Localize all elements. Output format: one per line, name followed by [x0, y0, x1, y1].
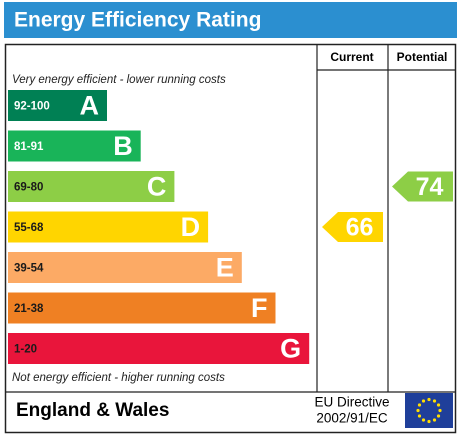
band-letter: B: [113, 131, 133, 161]
rating-arrow: [322, 212, 383, 242]
directive: EU Directive: [314, 395, 389, 410]
column-header: Current: [330, 50, 373, 64]
column-header: Potential: [397, 50, 448, 64]
band: [8, 211, 209, 243]
band-range: 1-20: [14, 344, 37, 356]
rating-arrow: [392, 171, 453, 202]
band-range: 39-54: [14, 263, 44, 275]
band: [8, 252, 242, 283]
directive: 2002/91/EC: [316, 411, 388, 426]
star: [416, 408, 420, 413]
title: Energy Efficiency Rating: [14, 9, 261, 32]
frame: [4, 43, 457, 434]
band-range: 81-91: [14, 141, 44, 153]
band: [8, 333, 310, 364]
title-bar: [4, 2, 457, 38]
star: [436, 414, 441, 418]
star: [432, 418, 437, 422]
star: [421, 418, 426, 422]
note-bottom: Not energy efficient - higher running co…: [12, 372, 225, 384]
star: [427, 419, 431, 424]
band-letter: F: [251, 293, 268, 323]
star: [438, 408, 442, 413]
star: [427, 397, 431, 402]
band-letter: D: [181, 212, 201, 242]
band: [8, 130, 141, 162]
region: England & Wales: [16, 400, 169, 421]
star: [432, 399, 437, 403]
star: [436, 403, 441, 407]
rating-value: 74: [416, 173, 444, 201]
band-letter: C: [147, 172, 167, 202]
star: [421, 399, 426, 403]
band-range: 69-80: [14, 182, 43, 194]
band: [8, 292, 276, 324]
band: [8, 171, 175, 202]
band-range: 55-68: [14, 222, 44, 234]
band-letter: A: [80, 91, 100, 121]
star: [417, 414, 422, 418]
band-letter: G: [280, 334, 301, 364]
band-letter: E: [216, 253, 234, 283]
band-range: 21-38: [14, 303, 44, 315]
note-top: Very energy efficient - lower running co…: [12, 74, 226, 86]
star: [417, 403, 422, 407]
band-range: 92-100: [14, 101, 50, 113]
eu-stars: [416, 397, 442, 424]
band: [8, 90, 107, 121]
rating-value: 66: [346, 214, 374, 242]
